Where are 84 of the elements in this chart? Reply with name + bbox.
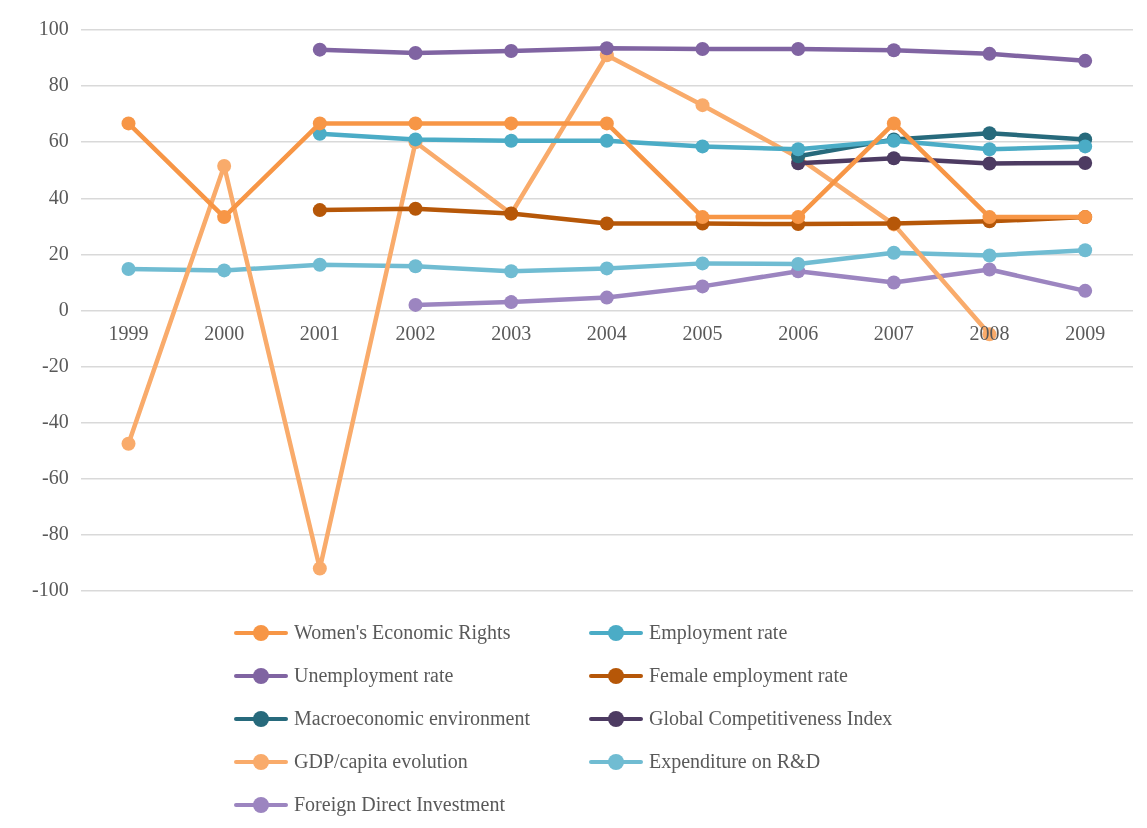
point (791, 256, 806, 271)
point (791, 210, 806, 225)
point (121, 116, 136, 131)
point (408, 297, 423, 312)
point (1078, 155, 1093, 170)
x-tick-label: 2004 (586, 321, 627, 344)
legend-label: Unemployment rate (294, 664, 454, 687)
point (599, 216, 614, 231)
x-tick-label: 2009 (1065, 321, 1106, 344)
point (504, 133, 519, 148)
point (599, 261, 614, 276)
point (599, 290, 614, 305)
point (312, 561, 327, 576)
y-tick-label: 40 (48, 185, 69, 208)
y-tick-label: -80 (41, 522, 69, 545)
point (504, 264, 519, 279)
point (312, 203, 327, 218)
point (1078, 243, 1093, 258)
point (1078, 283, 1093, 298)
point (408, 201, 423, 216)
y-tick-label: 80 (48, 73, 69, 96)
point (791, 142, 806, 157)
point (599, 116, 614, 131)
point (312, 42, 327, 57)
point (408, 116, 423, 131)
y-tick-label: 60 (48, 129, 69, 152)
point (695, 210, 710, 225)
x-tick-label: 2003 (491, 321, 532, 344)
point (121, 436, 136, 451)
legend-label: Global Competitiveness Index (649, 707, 893, 730)
y-tick-label: 20 (48, 241, 69, 264)
point (982, 262, 997, 277)
point (886, 116, 901, 131)
point (504, 295, 519, 310)
point (886, 151, 901, 166)
point (599, 133, 614, 148)
y-tick-label: -100 (31, 578, 69, 601)
point (121, 261, 136, 276)
point (504, 116, 519, 131)
y-tick-label: -40 (41, 409, 69, 432)
x-tick-label: 2005 (682, 321, 723, 344)
legend-label: GDP/capita evolution (294, 750, 468, 773)
point (695, 256, 710, 271)
x-tick-label: 2007 (873, 321, 914, 344)
x-tick-label: 2006 (778, 321, 819, 344)
point (1078, 139, 1093, 154)
x-tick-label: 1999 (108, 321, 149, 344)
point (695, 98, 710, 113)
y-tick-label: -60 (41, 466, 69, 489)
point (695, 279, 710, 294)
x-tick-label: 2002 (395, 321, 436, 344)
point (312, 257, 327, 272)
point (982, 46, 997, 61)
point (982, 156, 997, 171)
y-tick-label: 100 (38, 17, 69, 40)
legend-label: Foreign Direct Investment (294, 793, 506, 816)
point (408, 46, 423, 60)
x-tick-label: 2000 (204, 321, 245, 344)
legend-label: Employment rate (649, 621, 788, 644)
point (504, 44, 519, 59)
legend-label: Macroeconomic environment (294, 707, 531, 730)
point (886, 275, 901, 290)
point (886, 245, 901, 260)
point (982, 210, 997, 225)
point (408, 259, 423, 274)
point (599, 41, 614, 56)
point (217, 159, 232, 174)
point (982, 142, 997, 157)
point (982, 248, 997, 263)
legend-label: Women's Economic Rights (294, 621, 511, 644)
y-tick-label: 0 (58, 297, 69, 320)
point (695, 42, 710, 57)
legend-label: Expenditure on R&D (649, 750, 821, 773)
legend-label: Female employment rate (649, 664, 848, 687)
point (312, 116, 327, 131)
point (695, 139, 710, 154)
x-tick-label: 2001 (299, 321, 340, 344)
point (217, 210, 232, 225)
point (886, 43, 901, 58)
y-tick-label: -20 (41, 353, 69, 376)
point (217, 263, 232, 278)
point (1078, 53, 1093, 68)
point (982, 126, 997, 141)
point (791, 42, 806, 57)
